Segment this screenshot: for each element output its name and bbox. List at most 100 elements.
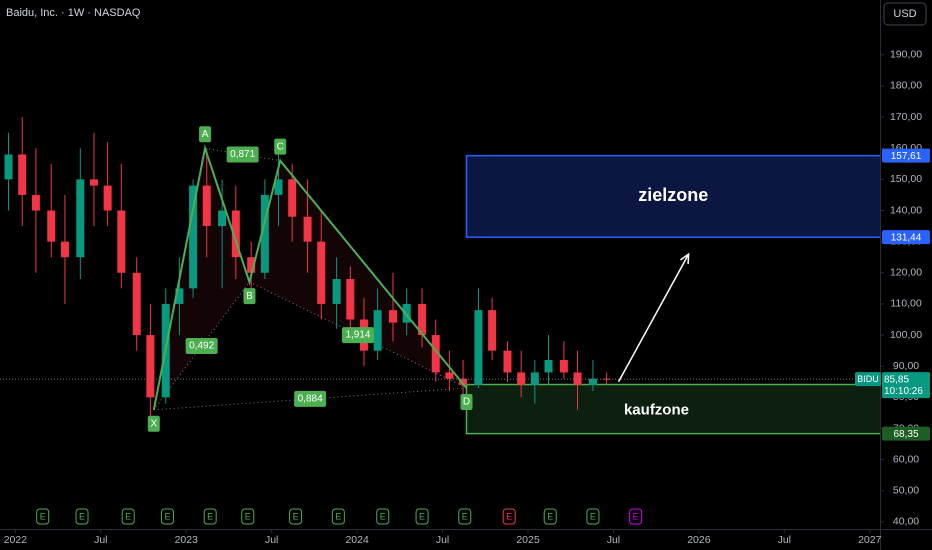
pattern-point-badge [243, 288, 256, 305]
candle-body [247, 257, 256, 273]
ratio-label: 0,871 [230, 149, 255, 160]
chart-title: Baidu, Inc. · 1W · NASDAQ [6, 7, 141, 19]
zone-top-box [882, 148, 930, 163]
ratio-label: 0,884 [298, 394, 323, 405]
earnings-label: E [245, 511, 251, 521]
x-tick-label: 2026 [687, 534, 711, 546]
earnings-marker [543, 508, 557, 525]
candle-body [260, 194, 269, 273]
pattern-guide [204, 147, 281, 162]
candle-body [389, 310, 398, 323]
earnings-marker [415, 508, 429, 525]
x-tick-label: 2025 [516, 534, 540, 546]
candle-body [418, 303, 427, 336]
candle-body [231, 210, 240, 258]
candle-body [445, 372, 454, 379]
y-tick-label: 50,00 [893, 485, 919, 497]
x-tick-label: Jul [778, 534, 791, 546]
earnings-marker [36, 508, 50, 525]
pattern-point-badge [147, 415, 160, 432]
y-tick-label: 180,00 [890, 80, 922, 92]
pattern-point-label: X [150, 418, 157, 429]
earnings-label: E [590, 511, 596, 521]
y-tick-label: 110,00 [890, 298, 921, 310]
y-tick-label: 150,00 [890, 173, 922, 185]
earnings-label: E [335, 511, 341, 521]
y-tick-label: 40,00 [893, 516, 919, 528]
earnings-label: E [506, 511, 512, 521]
y-tick-label: 140,00 [890, 204, 922, 216]
currency-button[interactable] [883, 2, 927, 26]
earnings-marker [376, 508, 390, 525]
candle-body [573, 372, 582, 385]
zone-label: zielzone [638, 185, 708, 205]
candle-body [47, 210, 56, 242]
pattern-point-label: D [463, 397, 470, 408]
earnings-label: E [419, 511, 425, 521]
candle-body [4, 154, 13, 180]
candle-body [488, 310, 497, 351]
x-tick-label: 2022 [4, 534, 28, 546]
currency-label[interactable]: USD [893, 8, 916, 20]
pattern-guide [153, 281, 250, 411]
candle-body [373, 310, 382, 351]
ratio-label: 1,914 [345, 330, 370, 341]
arrow-head [680, 252, 690, 265]
x-tick-label: Jul [94, 534, 107, 546]
candle-body [332, 279, 341, 304]
countdown-label: 10:10:26 [884, 386, 923, 397]
earnings-label: E [40, 511, 46, 521]
ratio-label: 0,492 [189, 341, 214, 352]
ratio-badge [341, 327, 374, 344]
candle-body [132, 272, 141, 336]
last-price-box [882, 372, 930, 399]
earnings-marker [241, 508, 255, 525]
zone-bottom-box [882, 230, 930, 245]
candle-body [303, 216, 312, 242]
x-tick-label: Jul [265, 534, 278, 546]
symbol-box [855, 372, 881, 387]
candle-body [31, 194, 40, 211]
earnings-label: E [547, 511, 553, 521]
earnings-label: E [633, 511, 639, 521]
pattern-point-label: A [202, 129, 209, 140]
pattern-point-badge [274, 138, 287, 155]
x-tick-label: 2024 [345, 534, 369, 546]
candle-body [103, 185, 112, 211]
y-tick-label: 90,00 [893, 360, 919, 372]
candle-body [175, 288, 184, 304]
x-tick-label: 2027 [858, 534, 882, 546]
earnings-marker [586, 508, 600, 525]
candle-body [459, 378, 468, 385]
candle-body [218, 210, 227, 227]
candle-body [474, 310, 483, 385]
candle-body [559, 359, 568, 373]
ratio-badge [185, 337, 218, 354]
candle-body [76, 179, 85, 258]
ratio-badge [226, 146, 259, 163]
earnings-label: E [79, 511, 85, 521]
y-tick-label: 190,00 [890, 49, 922, 61]
arrow-line [617, 253, 690, 383]
zone [465, 154, 880, 238]
x-tick-label: Jul [607, 534, 620, 546]
candle-body [89, 179, 98, 186]
pattern-line [152, 144, 468, 410]
earnings-marker [458, 508, 472, 525]
earnings-marker [629, 508, 643, 525]
earnings-marker [331, 508, 345, 525]
candle-body [117, 210, 126, 273]
y-tick-label: 60,00 [893, 453, 919, 465]
candle-body [146, 335, 155, 398]
zone-bottom-label: 68,35 [893, 429, 918, 440]
pattern-point-badge [460, 394, 473, 411]
earnings-marker [75, 508, 89, 525]
zone-bottom-box [882, 426, 930, 441]
x-tick-label: 2023 [175, 534, 199, 546]
earnings-marker [502, 508, 516, 525]
earnings-marker [121, 508, 135, 525]
candle-body [189, 185, 198, 289]
candle-body [517, 372, 526, 385]
